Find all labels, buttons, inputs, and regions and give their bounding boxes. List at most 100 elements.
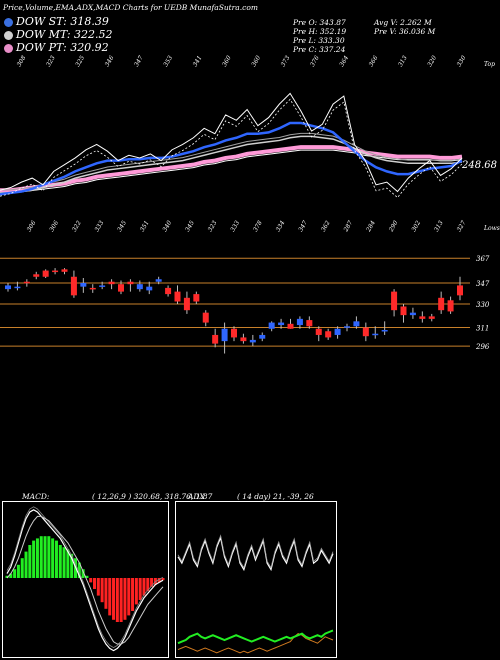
candle-body [80, 282, 87, 287]
candle-body [325, 331, 332, 338]
macd-histogram-bar [32, 540, 36, 578]
price-level-label: 296 [475, 343, 490, 351]
ema-short-line [0, 121, 463, 196]
candle-body [61, 269, 68, 272]
candle-body [52, 270, 59, 273]
macd-histogram-bar [115, 578, 119, 622]
ema-bottom-tick: 287 [342, 219, 354, 233]
ema-bottom-tick: 351 [139, 220, 151, 233]
candle-body [23, 281, 30, 284]
candle-body [99, 285, 106, 287]
ema-top-tick: 366 [368, 54, 380, 68]
macd-histogram-bar [28, 545, 32, 578]
ema-top-tick: 376 [309, 54, 321, 68]
chart-title: Price,Volume,EMA,ADX,MACD Charts for UED… [3, 3, 258, 12]
candle-body [372, 333, 379, 336]
ema-top-tick: 330 [456, 54, 468, 68]
macd-histogram-bar [51, 538, 55, 578]
ema-bottom-axis-label: Lows [483, 225, 500, 232]
price-line [0, 92, 463, 193]
ema-bottom-tick: 302 [410, 219, 422, 233]
adx-di-line [177, 535, 334, 572]
price-dotted-line [0, 98, 463, 199]
macd-histogram-bar [9, 573, 13, 578]
ema-top-axis-label: Top [484, 61, 495, 68]
candle-body [268, 322, 275, 329]
price-level-label: 367 [476, 255, 490, 263]
macd-histogram-bar [138, 578, 142, 600]
macd-label: MACD: [22, 492, 50, 501]
candle-body [42, 270, 49, 277]
macd-histogram-bar [134, 578, 138, 605]
adx-plus-line [177, 629, 334, 645]
price-level-label: 347 [476, 280, 490, 288]
macd-histogram-bar [47, 536, 51, 578]
candle-body [362, 327, 369, 337]
candle-body [118, 284, 124, 292]
macd-panel [2, 501, 169, 658]
pre-high: Pre H: 352.19 [293, 27, 347, 36]
ema-bottom-tick: 333 [94, 219, 106, 233]
macd-histogram-bar [77, 562, 81, 578]
ema-bottom-tick: 334 [275, 219, 287, 233]
macd-histogram-bar [112, 578, 116, 620]
ema-top-tick: 308 [16, 54, 28, 68]
candle-body [136, 284, 143, 290]
ema-top-tick: 341 [192, 55, 204, 68]
adx-label: ADX [188, 492, 205, 501]
candle-body [146, 286, 153, 291]
pre-low: Pre L: 333.30 [293, 36, 345, 45]
ema-long-line [0, 145, 463, 193]
pre-volume: Pre V: 36.036 M [374, 27, 436, 36]
ema-top-tick: 320 [426, 54, 438, 68]
ema-top-tick: 323 [45, 54, 57, 68]
macd-params: ( 12,26,9 ) 320.68, 318.76, 1.87 [92, 492, 213, 501]
adx-params: ( 14 day) 21, -39, 26 [237, 492, 314, 501]
pre-open: Pre O: 343.87 [293, 18, 346, 27]
candle-body [249, 339, 256, 343]
ema-bottom-tick: 323 [207, 219, 219, 233]
ema-bottom-tick: 284 [365, 219, 377, 233]
ema-bottom-tick: 378 [252, 219, 264, 233]
candle-body [212, 334, 219, 344]
macd-histogram-bar [20, 558, 24, 578]
macd-histogram-bar [100, 578, 104, 603]
price-level-label: 330 [476, 301, 490, 309]
candle-body [14, 286, 21, 289]
ema-top-tick: 373 [280, 54, 292, 68]
candle-body [278, 322, 285, 326]
macd-histogram-bar [70, 553, 74, 578]
candle-body [315, 328, 322, 335]
candle-body [334, 328, 341, 335]
macd-histogram-bar [24, 551, 28, 578]
candle-body [344, 326, 350, 328]
ema-top-tick: 325 [74, 54, 86, 68]
macd-histogram-bar [13, 569, 17, 578]
pre-close: Pre C: 337.24 [293, 45, 346, 54]
candle-body [381, 330, 388, 332]
ema-bottom-tick: 290 [387, 219, 399, 233]
ema-bottom-tick: 340 [161, 219, 173, 233]
ema-bottom-tick: 362 [320, 219, 332, 233]
ema-bottom-tick: 306 [48, 219, 60, 233]
candle-body [127, 281, 134, 285]
candle-body [108, 281, 115, 285]
ema-long-shadow-line [0, 149, 463, 194]
candle-body [438, 297, 445, 311]
dow-mt-swatch [4, 31, 13, 40]
dow-st-label: DOW ST: 318.39 [16, 15, 109, 28]
candle-body [353, 321, 360, 327]
candle-body [447, 300, 454, 312]
candle-body [193, 294, 200, 302]
ema-top-tick: 360 [250, 54, 262, 68]
dow-pt-swatch [4, 44, 13, 53]
ema-bottom-tick: 313 [433, 219, 445, 233]
candle-body [287, 323, 294, 329]
macd-histogram-bar [104, 578, 108, 609]
dow-mt-label: DOW MT: 322.52 [16, 28, 113, 41]
adx-di-shadow-line [177, 534, 334, 569]
macd-histogram-bar [157, 578, 161, 583]
candle-body [183, 297, 190, 311]
candle-body [259, 334, 266, 339]
